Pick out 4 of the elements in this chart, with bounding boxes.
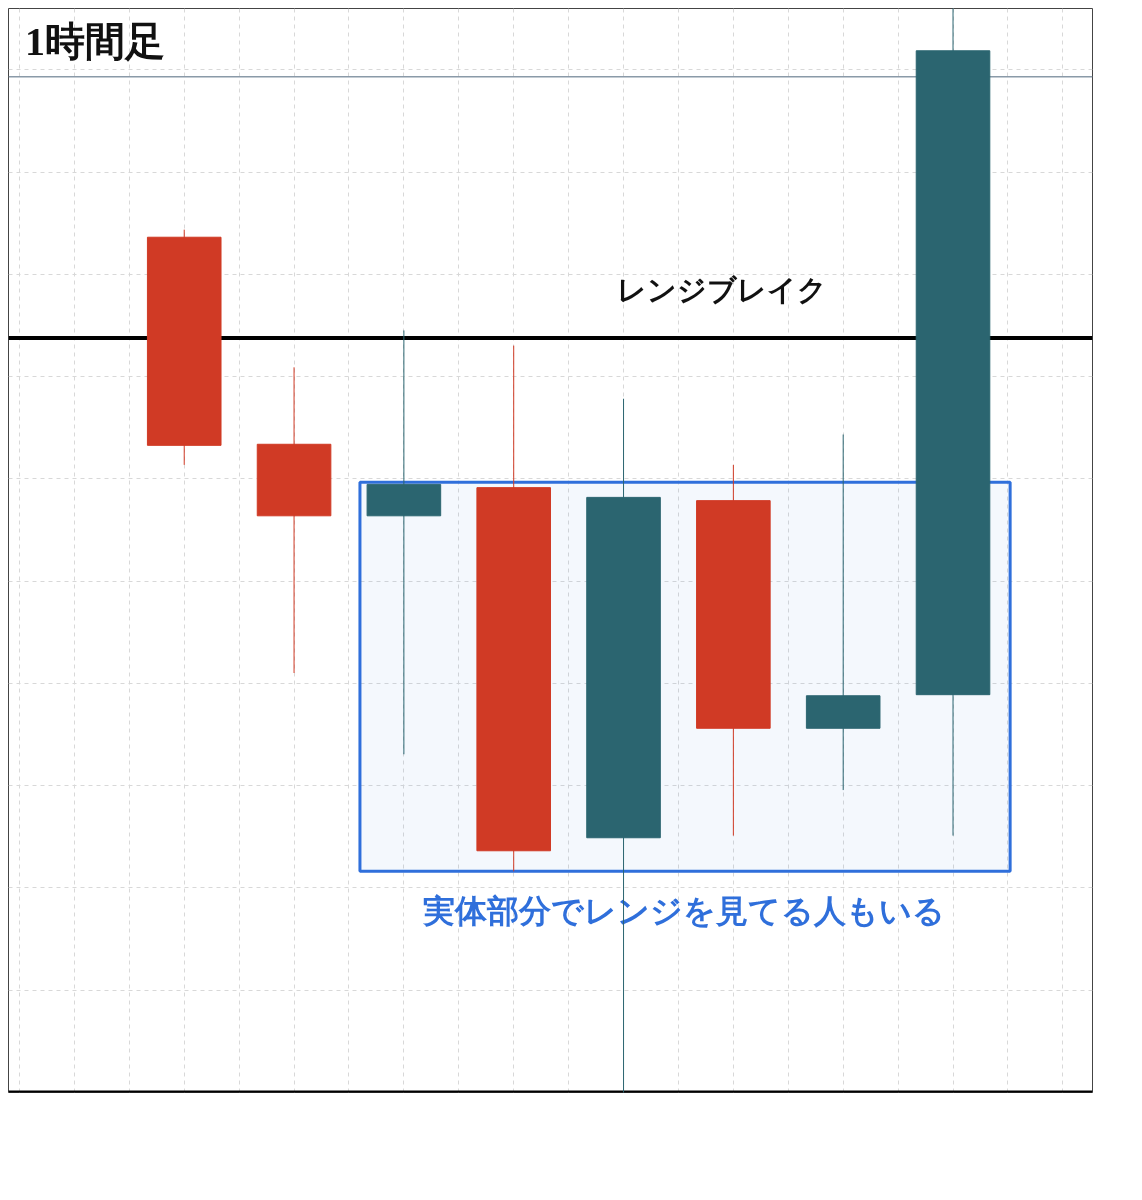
candlestick xyxy=(366,329,442,755)
candlestick xyxy=(805,434,881,791)
ref-line-label: レンジブレイク xyxy=(617,272,828,306)
chart-title: 1時間足 xyxy=(24,19,165,65)
